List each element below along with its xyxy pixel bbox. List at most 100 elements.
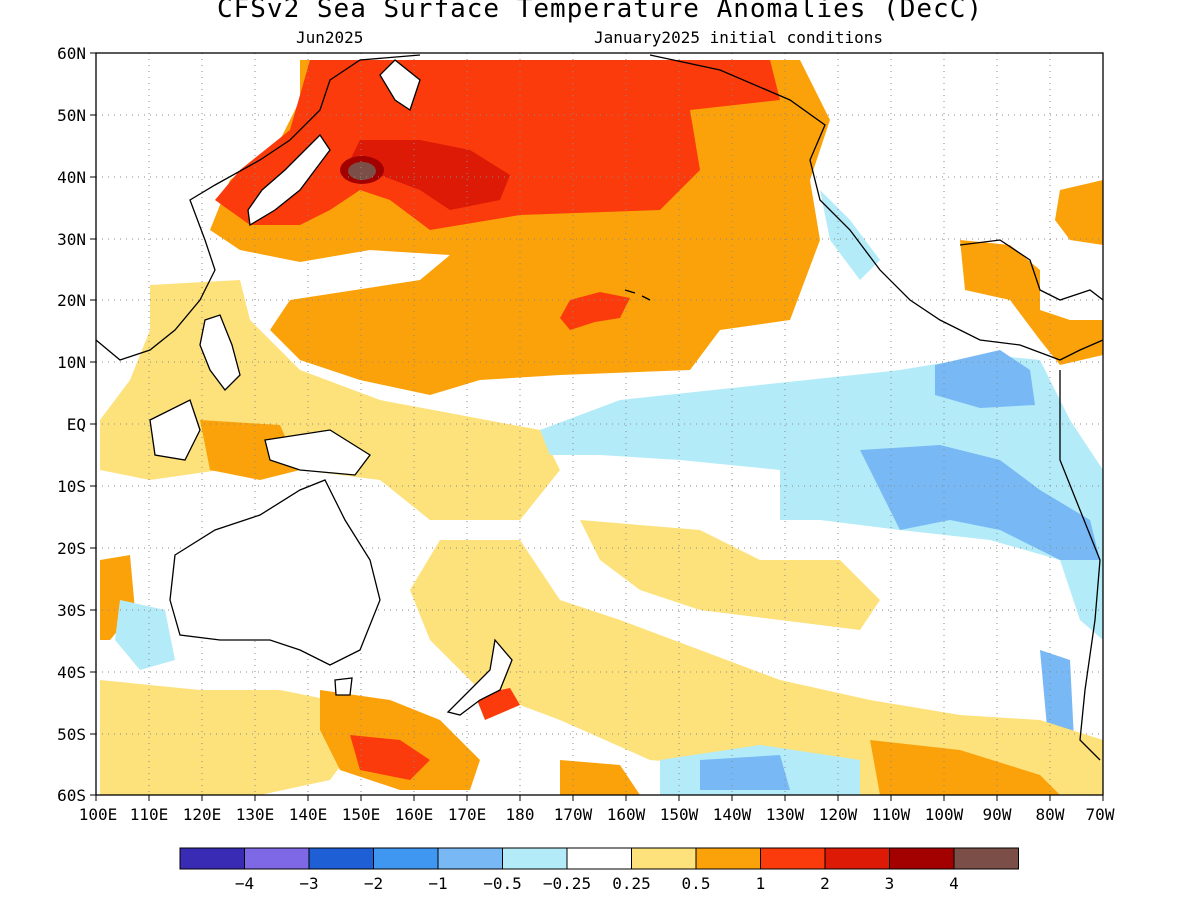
initial-conditions-label: January2025 initial conditions bbox=[594, 28, 883, 47]
lat-label: EQ bbox=[67, 415, 86, 434]
lat-label: 30S bbox=[57, 601, 86, 620]
lon-label: 120E bbox=[183, 805, 222, 824]
lon-label: 130W bbox=[766, 805, 805, 824]
coastlines bbox=[96, 54, 1103, 761]
colorbar-label: −0.25 bbox=[543, 874, 591, 893]
colorbar-label: −2 bbox=[364, 874, 383, 893]
lon-label: 170E bbox=[448, 805, 487, 824]
southwest-warm bbox=[100, 680, 360, 795]
latitude-labels: 60N 50N 40N 30N 20N 10N EQ 10S 20S 30S 4… bbox=[57, 44, 86, 805]
lon-label: 170W bbox=[554, 805, 593, 824]
tasmania-land bbox=[334, 677, 353, 696]
colorbar-label: −1 bbox=[428, 874, 447, 893]
hawaii-islands bbox=[624, 289, 651, 301]
latitude-axis bbox=[90, 52, 96, 796]
colorbar-swatch bbox=[437, 847, 503, 870]
colorbar-label: −3 bbox=[299, 874, 318, 893]
colorbar-swatch bbox=[244, 847, 310, 870]
colorbar-swatch bbox=[502, 847, 568, 870]
south-ocean-warm bbox=[870, 740, 1060, 795]
colorbar-swatch bbox=[760, 847, 826, 870]
north-america-coast bbox=[649, 54, 1103, 361]
lon-label: 110E bbox=[130, 805, 169, 824]
north-pacific-strong-warm bbox=[215, 60, 780, 230]
colorbar-swatch bbox=[889, 847, 955, 870]
japan-land bbox=[247, 133, 331, 227]
colorbar-label: 2 bbox=[820, 874, 830, 893]
lon-label: 150E bbox=[342, 805, 381, 824]
southeast-indian-cool bbox=[115, 600, 175, 670]
lat-label: 40N bbox=[57, 168, 86, 187]
atlantic-warm bbox=[1055, 180, 1103, 245]
longitude-labels: 100E 110E 120E 130E 140E 150E 160E 170E … bbox=[79, 805, 1115, 824]
valid-month-label: Jun2025 bbox=[296, 28, 364, 47]
extreme-anomaly-center bbox=[348, 162, 376, 180]
lon-label: 90W bbox=[983, 805, 1012, 824]
lat-label: 30N bbox=[57, 230, 86, 249]
south-ocean-cool-2 bbox=[700, 755, 790, 790]
east-tropical-cool-band bbox=[540, 355, 1103, 640]
lat-label: 20S bbox=[57, 539, 86, 558]
lon-label: 80W bbox=[1036, 805, 1065, 824]
lon-label: 120W bbox=[819, 805, 858, 824]
lon-label: 110W bbox=[872, 805, 911, 824]
colorbar-label: 3 bbox=[885, 874, 895, 893]
colorbar-swatch bbox=[631, 847, 697, 870]
anomaly-fields bbox=[96, 53, 1103, 795]
south-ocean-warm-2 bbox=[560, 760, 640, 795]
tasman-strong-warm bbox=[350, 735, 430, 780]
central-america-coast bbox=[959, 239, 1103, 301]
lat-label: 40S bbox=[57, 663, 86, 682]
lat-label: 50S bbox=[57, 725, 86, 744]
lat-label: 20N bbox=[57, 291, 86, 310]
colorbar-swatch bbox=[953, 847, 1019, 870]
colorbar bbox=[179, 847, 1019, 870]
colorbar-swatch bbox=[373, 847, 439, 870]
lat-label: 50N bbox=[57, 106, 86, 125]
lat-label: 10S bbox=[57, 477, 86, 496]
lon-label: 160W bbox=[607, 805, 646, 824]
graticule bbox=[96, 53, 1103, 795]
colorbar-swatch bbox=[308, 847, 374, 870]
asia-coast bbox=[96, 54, 421, 361]
colorbar-swatch bbox=[695, 847, 761, 870]
hawaii-warm-patch bbox=[560, 292, 630, 330]
lon-label: 180 bbox=[506, 805, 535, 824]
west-pacific-fill bbox=[200, 420, 300, 480]
lon-label: 150W bbox=[660, 805, 699, 824]
lat-label: 60S bbox=[57, 786, 86, 805]
new-zealand-land bbox=[446, 638, 513, 716]
longitude-axis bbox=[95, 795, 1104, 801]
lon-label: 140E bbox=[289, 805, 328, 824]
coastal-cool-strip bbox=[820, 190, 880, 280]
colorbar-swatch bbox=[824, 847, 890, 870]
colorbar-swatch bbox=[566, 847, 632, 870]
philippines-land bbox=[199, 314, 241, 391]
south-pacific-warm-bands bbox=[410, 540, 1103, 795]
colorbar-swatch bbox=[179, 847, 245, 870]
lon-label: 100W bbox=[925, 805, 964, 824]
borneo-land bbox=[149, 399, 201, 461]
lon-label: 100E bbox=[79, 805, 118, 824]
colorbar-label: 0.25 bbox=[612, 874, 651, 893]
south-america-coast bbox=[1059, 370, 1101, 761]
east-tropical-mid-cool bbox=[935, 350, 1035, 408]
colorbar-labels: −4 −3 −2 −1 −0.5 −0.25 0.25 0.5 1 2 3 4 bbox=[235, 874, 959, 893]
colorbar-label: 4 bbox=[949, 874, 959, 893]
gulf-warm bbox=[960, 240, 1103, 365]
colorbar-label: 1 bbox=[756, 874, 766, 893]
lon-label: 160E bbox=[395, 805, 434, 824]
kamchatka-land bbox=[379, 59, 421, 112]
colorbar-label: 0.5 bbox=[682, 874, 711, 893]
colorbar-label: −4 bbox=[235, 874, 254, 893]
australia-land bbox=[169, 479, 381, 666]
lon-label: 130E bbox=[236, 805, 275, 824]
new-guinea-land bbox=[264, 429, 371, 476]
east-tropical-mid-cool-2 bbox=[860, 445, 1100, 560]
lon-label: 140W bbox=[713, 805, 752, 824]
lat-label: 10N bbox=[57, 353, 86, 372]
lat-label: 60N bbox=[57, 44, 86, 63]
kuroshio-core bbox=[350, 140, 510, 210]
colorbar-label: −0.5 bbox=[483, 874, 522, 893]
